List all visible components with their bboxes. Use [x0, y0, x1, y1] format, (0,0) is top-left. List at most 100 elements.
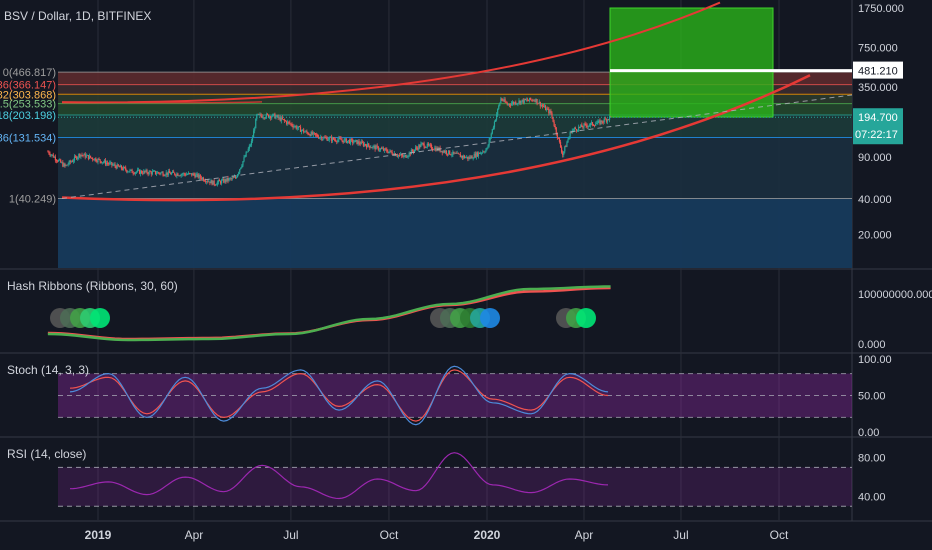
candle-body: [399, 154, 401, 156]
candle-body: [580, 124, 582, 128]
candle-body: [225, 179, 227, 182]
candle-body: [344, 138, 346, 140]
candle-body: [457, 152, 459, 154]
candle-body: [277, 115, 279, 118]
ribbon-dot: [480, 308, 500, 328]
candle-body: [214, 184, 216, 186]
candle-body: [72, 160, 75, 162]
candle-body: [513, 102, 515, 104]
candle-body: [114, 164, 116, 167]
candle-body: [257, 113, 259, 115]
candle-body: [433, 149, 435, 151]
candle-body: [318, 136, 320, 139]
candle-body: [453, 151, 455, 154]
candle-body: [246, 151, 248, 153]
candle-body: [83, 153, 85, 156]
price-axis[interactable]: 1750.000 750.000 350.000 90.000 40.000 20.000…: [853, 3, 904, 242]
candle-body: [183, 173, 185, 175]
candle-body: [91, 157, 93, 159]
candle-body: [278, 117, 280, 119]
candle-body: [130, 169, 132, 171]
candle-body: [332, 137, 335, 140]
candle-body: [297, 126, 299, 128]
candle-body: [262, 117, 264, 119]
candle-body: [400, 154, 402, 156]
candle-body: [421, 142, 423, 144]
candle-body: [104, 160, 107, 165]
candle-body: [184, 174, 186, 176]
candle-body: [522, 99, 524, 103]
candle-body: [280, 117, 282, 121]
growth-channel[interactable]: [61, 1, 853, 202]
candle-body: [284, 120, 287, 122]
candle-body: [66, 164, 68, 166]
candle-body: [166, 172, 168, 175]
candle-body: [169, 173, 172, 175]
candle-body: [245, 152, 247, 157]
fib-zone: [58, 84, 852, 95]
candle-body: [477, 152, 480, 157]
candle-body: [254, 128, 256, 131]
candle-body: [248, 145, 250, 149]
candle-body: [354, 140, 356, 143]
candle-body: [226, 178, 228, 182]
candle-body: [125, 167, 127, 170]
candle-body: [144, 170, 146, 172]
candle-body: [110, 162, 112, 163]
candle-body: [243, 157, 245, 162]
candle-body: [460, 155, 463, 158]
candle-body: [511, 102, 514, 104]
candle-body: [420, 143, 422, 148]
candle-body: [197, 173, 199, 178]
time-axis[interactable]: 2019 Apr Jul Oct 2020 Apr Jul Oct: [85, 528, 789, 542]
candle-body: [461, 155, 464, 158]
candle-body: [358, 141, 360, 144]
candle-body: [546, 108, 548, 111]
candle-body: [582, 126, 584, 128]
candle-body: [300, 130, 303, 132]
candle-body: [500, 98, 502, 103]
candle-body: [73, 156, 76, 161]
candle-body: [136, 170, 139, 172]
candle-body: [229, 178, 231, 180]
candle-body: [242, 161, 244, 166]
candle-body: [397, 154, 400, 157]
candle-body: [140, 170, 142, 174]
candle-body: [545, 105, 547, 111]
candle-body: [592, 125, 595, 126]
target-box[interactable]: [609, 7, 852, 118]
candle-body: [598, 120, 600, 122]
candle-body: [108, 163, 110, 165]
candle-body: [372, 146, 374, 148]
candle-body: [201, 177, 204, 180]
candle-body: [435, 147, 437, 151]
fib-zone: [58, 94, 852, 104]
candle-body: [143, 170, 145, 174]
candle-body: [472, 158, 474, 160]
candle-body: [281, 117, 283, 120]
hash-ribbons-pane: [47, 285, 611, 342]
candle-body: [579, 126, 581, 128]
candle-body: [138, 169, 141, 174]
candle-body: [124, 166, 126, 168]
candle-body: [393, 153, 395, 156]
candle-body: [581, 124, 583, 127]
target-zone-box[interactable]: [609, 7, 774, 118]
candle-body: [345, 138, 347, 143]
candle-body: [164, 175, 166, 176]
channel-lower[interactable]: [61, 74, 811, 202]
candle-body: [181, 174, 183, 175]
candle-body: [198, 175, 200, 178]
channel-upper[interactable]: [61, 1, 721, 104]
time-tick: Apr: [185, 528, 204, 542]
candle-body: [168, 171, 171, 174]
fib-label: 618(203.198): [0, 110, 56, 122]
candle-body: [203, 180, 206, 182]
candle-body: [312, 132, 314, 135]
fib-zone: [58, 115, 852, 138]
candle-body: [105, 162, 108, 165]
candle-body: [207, 181, 209, 183]
candle-body: [299, 126, 302, 132]
candle-body: [553, 121, 555, 127]
